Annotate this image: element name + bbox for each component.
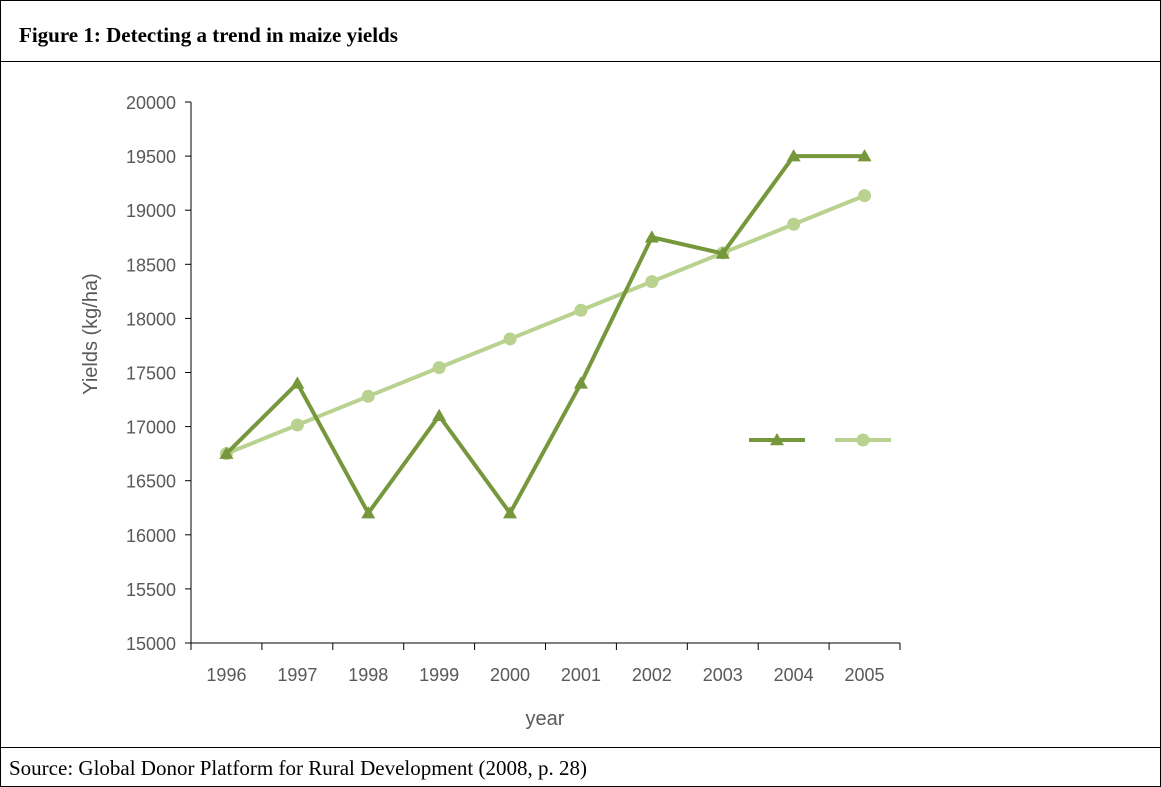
x-tick-label: 1999 xyxy=(419,665,459,685)
figure-source-row: Source: Global Donor Platform for Rural … xyxy=(1,747,1160,787)
data-point-trend xyxy=(290,418,304,432)
x-tick-label: 2004 xyxy=(774,665,814,685)
data-point-observed-yield xyxy=(503,506,518,519)
legend-observed-yield-marker xyxy=(770,433,784,446)
data-point-observed-yield xyxy=(432,408,447,422)
y-tick-label: 18000 xyxy=(126,309,176,329)
data-point-trend xyxy=(432,361,446,375)
y-tick-label: 19000 xyxy=(126,201,176,221)
data-point-trend xyxy=(858,189,872,203)
data-point-trend xyxy=(645,275,659,289)
y-tick-label: 18500 xyxy=(126,255,176,275)
figure-title-row: Figure 1: Detecting a trend in maize yie… xyxy=(1,1,1160,62)
x-tick-label: 1998 xyxy=(348,665,388,685)
series-line-observed-yield xyxy=(224,154,867,516)
y-axis-label: Yields (kg/ha) xyxy=(80,273,102,395)
x-tick-label: 1996 xyxy=(206,665,246,685)
data-point-observed-yield xyxy=(644,230,659,243)
data-point-trend xyxy=(574,303,588,317)
data-point-observed-yield xyxy=(290,376,305,389)
data-point-trend xyxy=(503,332,517,346)
chart-area: 15000 15500 16000 16500 17000 17500 18000 18500… xyxy=(1,62,1160,747)
y-tick-label: 17500 xyxy=(126,364,176,384)
x-tick-label: 2005 xyxy=(845,665,885,685)
line-chart: 15000 15500 16000 16500 17000 17500 18000 18500… xyxy=(80,93,901,730)
legend-trend-marker xyxy=(856,433,870,447)
x-tick-label: 2002 xyxy=(632,665,672,685)
y-tick-label: 16000 xyxy=(126,526,176,546)
y-tick-label: 15000 xyxy=(126,634,176,654)
y-tick-label: 15500 xyxy=(126,580,176,600)
data-point-trend xyxy=(787,217,801,231)
chart-legend xyxy=(749,433,891,447)
data-point-observed-yield xyxy=(573,376,588,389)
data-point-observed-yield xyxy=(361,506,376,519)
chart-axes: 15000 15500 16000 16500 17000 17500 18000 18500… xyxy=(126,93,901,685)
y-tick-label: 16500 xyxy=(126,472,176,492)
figure-title: Figure 1: Detecting a trend in maize yie… xyxy=(19,23,398,47)
x-tick-label: 1997 xyxy=(277,665,317,685)
data-point-observed-yield xyxy=(715,246,730,259)
data-point-trend xyxy=(361,389,375,403)
series-line-trend xyxy=(224,193,867,456)
x-tick-label: 2000 xyxy=(490,665,530,685)
x-axis-label: year xyxy=(526,708,565,730)
y-tick-label: 17000 xyxy=(126,418,176,438)
data-point-observed-yield xyxy=(786,149,801,162)
x-tick-label: 2003 xyxy=(703,665,743,685)
data-point-observed-yield xyxy=(857,149,872,162)
y-tick-label: 19500 xyxy=(126,147,176,167)
data-point-observed-yield xyxy=(219,446,234,459)
y-tick-label: 20000 xyxy=(126,93,176,113)
chart-series xyxy=(219,149,872,519)
figure-source: Source: Global Donor Platform for Rural … xyxy=(9,756,587,780)
x-tick-label: 2001 xyxy=(561,665,601,685)
